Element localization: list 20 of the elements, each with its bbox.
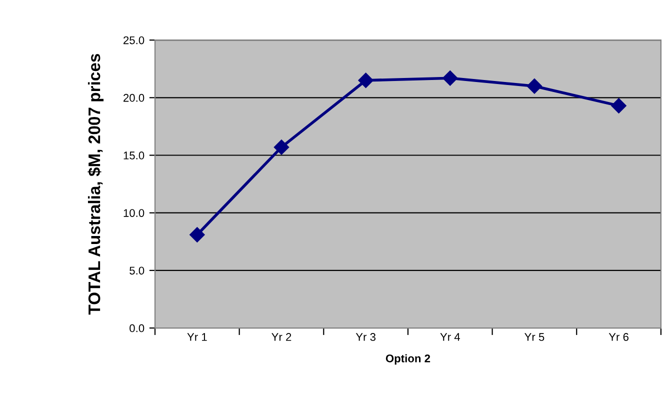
point	[358, 72, 374, 88]
x-axis-title: Option 2	[386, 354, 430, 365]
x-tick-label: Yr 1	[187, 333, 207, 341]
x-tick-label: Yr 2	[272, 333, 292, 341]
point	[442, 70, 458, 86]
y-tick-label: 0.0	[130, 324, 144, 332]
y-tick-label: 25.0	[124, 36, 144, 44]
x-tick-label: Yr 6	[608, 333, 628, 341]
y-tick-label: 20.0	[124, 94, 144, 102]
point	[526, 78, 542, 94]
y-tick-label: 15.0	[124, 152, 144, 160]
point	[190, 227, 205, 242]
y-axis-title: TOTAL Australia, $M, 2007 prices	[88, 54, 104, 315]
point	[274, 140, 290, 155]
x-tick-label: Yr 3	[356, 333, 376, 341]
y-tick-label: 10.0	[124, 209, 144, 217]
x-tick-label: Yr 4	[440, 333, 460, 341]
x-tick-label: Yr 5	[524, 333, 544, 341]
y-tick-label: 5.0	[130, 266, 144, 275]
point	[611, 98, 626, 114]
